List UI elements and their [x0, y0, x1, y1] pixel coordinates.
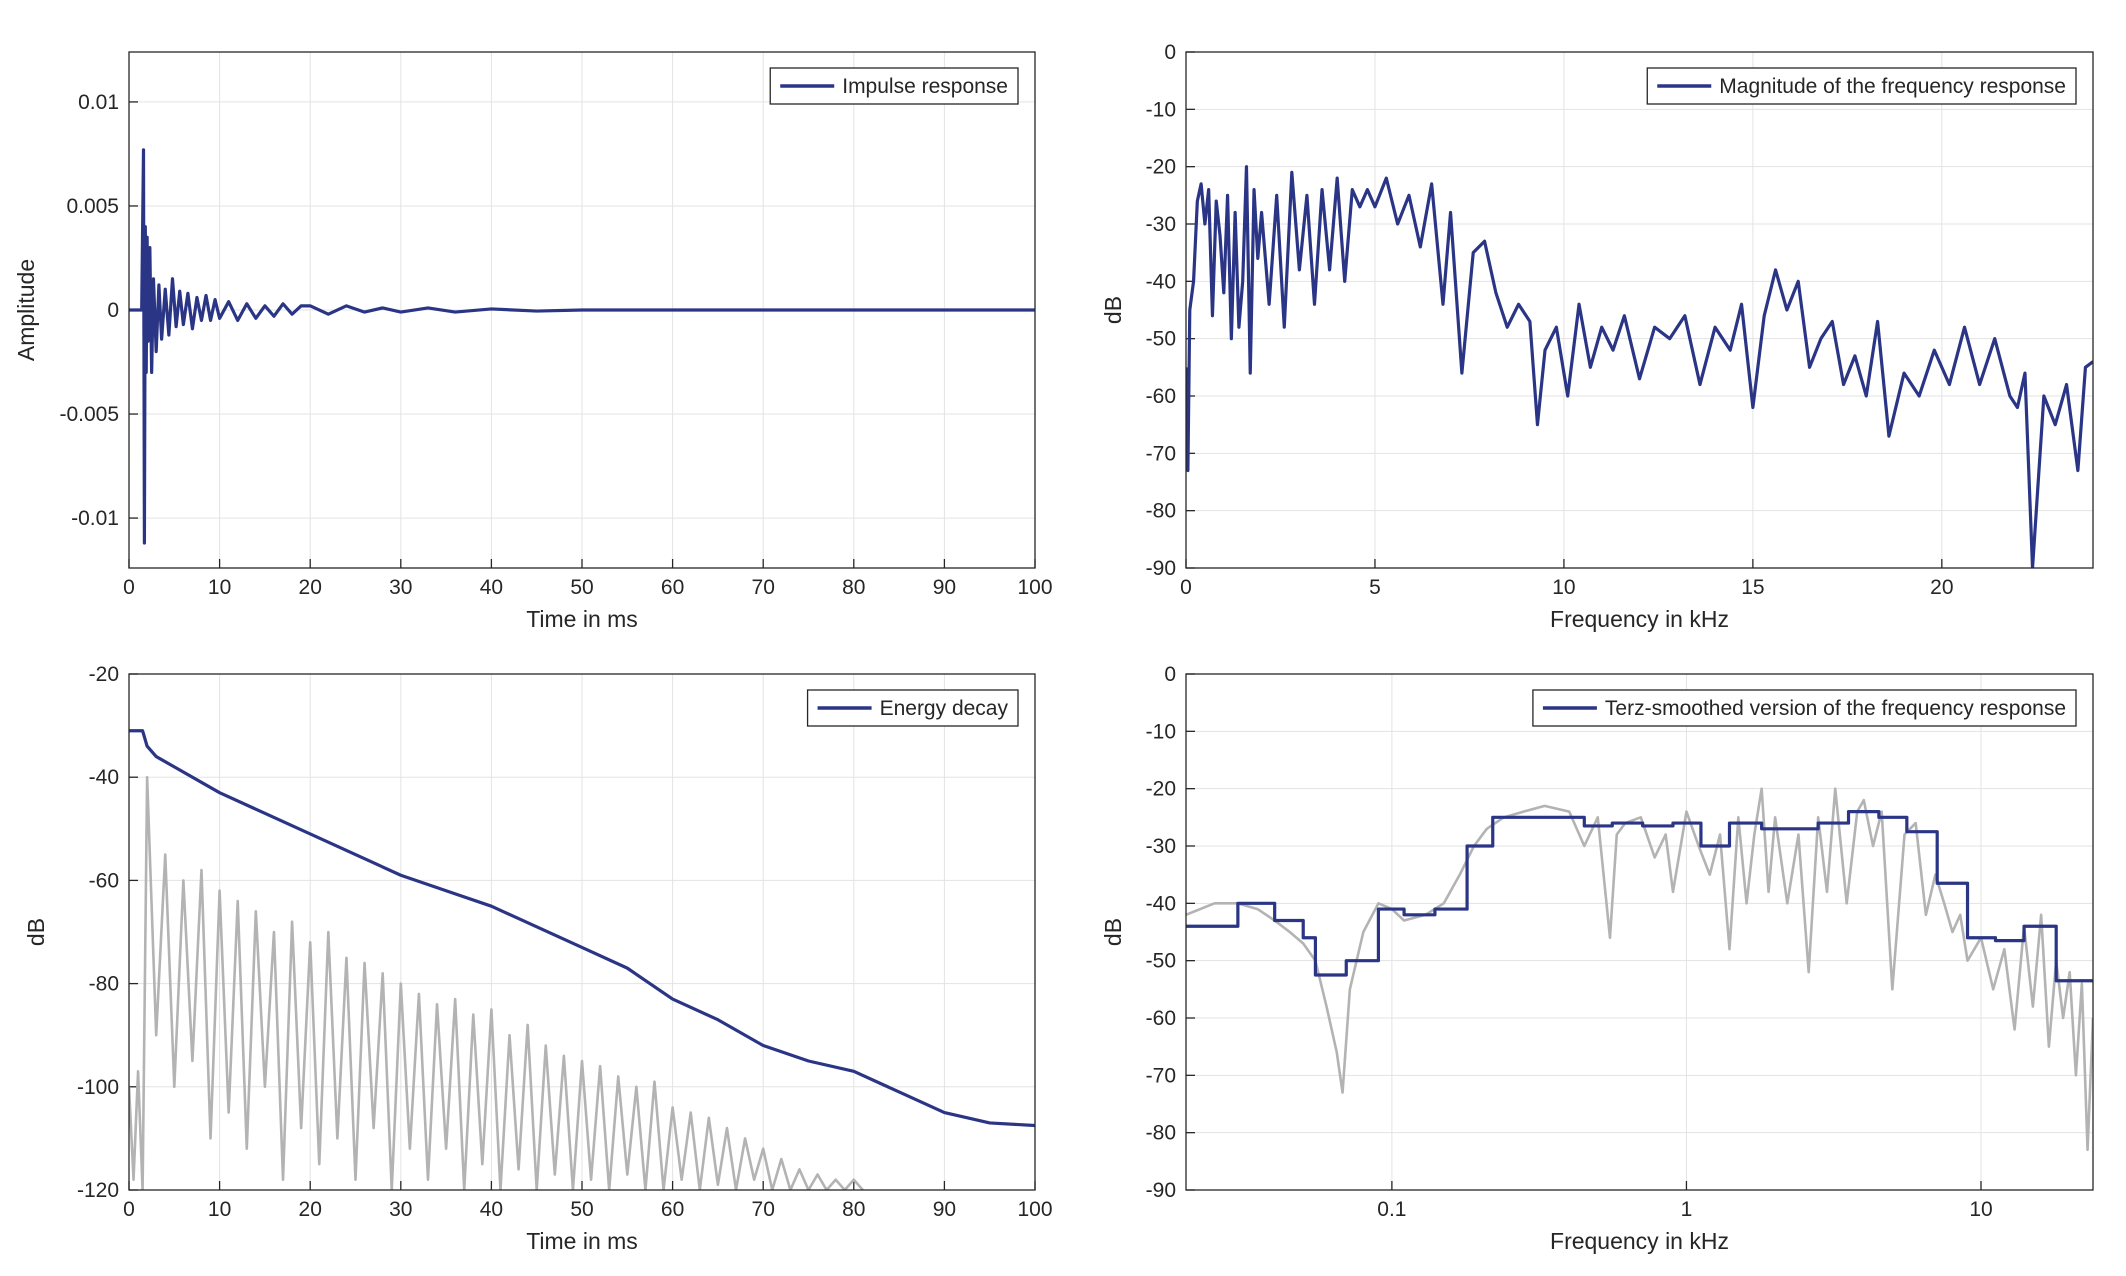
series-line — [1186, 810, 2093, 983]
x-tick-label: 40 — [480, 1198, 503, 1221]
y-tick-label: 0 — [107, 299, 119, 322]
x-tick-label: 0 — [123, 576, 135, 599]
x-axis-label: Time in ms — [526, 606, 638, 632]
y-tick-label: 0 — [1164, 41, 1176, 64]
y-tick-label: -90 — [1146, 557, 1176, 580]
x-tick-label: 60 — [661, 1198, 684, 1221]
plot-area — [1186, 674, 2093, 1190]
axes-frame — [128, 673, 1036, 1191]
x-tick-label: 80 — [842, 576, 865, 599]
y-tick-label: -70 — [1146, 1064, 1176, 1087]
legend: Energy decay — [806, 689, 1019, 727]
legend: Impulse response — [769, 67, 1019, 105]
x-tick-label: 10 — [1552, 576, 1575, 599]
x-tick-label: 50 — [570, 1198, 593, 1221]
y-tick-label: -120 — [77, 1179, 119, 1202]
x-tick-label: 100 — [1017, 576, 1052, 599]
x-tick-label: 0 — [123, 1198, 135, 1221]
y-axis-label: dB — [23, 918, 49, 946]
y-tick-label: -80 — [1146, 500, 1176, 523]
y-tick-label: -50 — [1146, 328, 1176, 351]
legend: Magnitude of the frequency response — [1646, 67, 2077, 105]
y-axis-label: dB — [1100, 296, 1126, 324]
x-tick-label: 80 — [842, 1198, 865, 1221]
legend-label: Energy decay — [880, 697, 1009, 720]
y-tick-label: -0.005 — [59, 403, 119, 426]
y-tick-label: -30 — [1146, 213, 1176, 236]
x-tick-label: 20 — [299, 576, 322, 599]
x-tick-label: 30 — [389, 1198, 412, 1221]
y-tick-label: -30 — [1146, 835, 1176, 858]
y-tick-label: -50 — [1146, 950, 1176, 973]
y-axis-label: Amplitude — [13, 259, 39, 361]
x-axis-label: Frequency in kHz — [1550, 606, 1729, 632]
legend: Terz-smoothed version of the frequency r… — [1532, 689, 2077, 727]
y-tick-label: -40 — [1146, 892, 1176, 915]
x-tick-label: 1 — [1681, 1198, 1693, 1221]
axes-frame — [1185, 673, 2094, 1191]
plot-area — [1186, 52, 2093, 568]
x-tick-label: 15 — [1741, 576, 1764, 599]
y-tick-label: 0 — [1164, 663, 1176, 686]
x-axis-label: Time in ms — [526, 1228, 638, 1254]
axes: 0 10 20 30 40 50 60 70 80 90 100 -120 -100 -80 -60 -40 -… — [23, 663, 1053, 1254]
legend-label: Terz-smoothed version of the frequency r… — [1605, 697, 2066, 720]
x-tick-label: 90 — [933, 576, 956, 599]
y-tick-label: -60 — [1146, 385, 1176, 408]
series-line — [1186, 165, 2093, 568]
series-line — [129, 729, 1035, 1128]
x-tick-label: 0 — [1180, 576, 1192, 599]
x-tick-label: 5 — [1369, 576, 1381, 599]
y-tick-label: -100 — [77, 1076, 119, 1099]
x-tick-label: 20 — [299, 1198, 322, 1221]
x-tick-label: 10 — [1969, 1198, 1992, 1221]
legend-label: Impulse response — [842, 75, 1008, 98]
x-tick-label: 70 — [752, 576, 775, 599]
y-tick-label: -70 — [1146, 442, 1176, 465]
x-tick-label: 20 — [1930, 576, 1953, 599]
y-tick-label: -40 — [1146, 270, 1176, 293]
x-axis-label: Frequency in kHz — [1550, 1228, 1729, 1254]
series-line — [129, 148, 1035, 545]
x-tick-label: 100 — [1017, 1198, 1052, 1221]
y-tick-label: -10 — [1146, 98, 1176, 121]
y-tick-label: -20 — [1146, 156, 1176, 179]
y-tick-label: -40 — [89, 766, 119, 789]
axes: 0 5 10 15 20 -90 -80 -70 -60 -50 -40 -30 -20 -10 0 Freq… — [1100, 41, 2094, 632]
legend-label: Magnitude of the frequency response — [1719, 75, 2066, 98]
axes: 0 10 20 30 40 50 60 70 80 90 100 -0.01 -0.005 0 0.005 0… — [13, 51, 1053, 632]
x-tick-label: 10 — [208, 1198, 231, 1221]
axes-frame — [1185, 51, 2094, 569]
x-tick-label: 30 — [389, 576, 412, 599]
y-tick-label: -80 — [89, 973, 119, 996]
y-tick-label: -60 — [89, 869, 119, 892]
y-tick-label: 0.01 — [78, 91, 119, 114]
x-tick-label: 60 — [661, 576, 684, 599]
axes-frame — [128, 51, 1036, 569]
y-tick-label: -60 — [1146, 1007, 1176, 1030]
y-tick-label: -20 — [89, 663, 119, 686]
series-line — [129, 775, 864, 1190]
x-tick-label: 90 — [933, 1198, 956, 1221]
y-tick-label: -0.01 — [71, 507, 119, 530]
y-axis-label: dB — [1100, 918, 1126, 946]
y-tick-label: -10 — [1146, 720, 1176, 743]
series-line — [1186, 787, 2093, 1152]
legend-box — [1646, 67, 2077, 105]
x-tick-label: 0.1 — [1377, 1198, 1406, 1221]
y-tick-label: -90 — [1146, 1179, 1176, 1202]
y-tick-label: -80 — [1146, 1122, 1176, 1145]
x-tick-label: 70 — [752, 1198, 775, 1221]
x-tick-label: 50 — [570, 576, 593, 599]
x-tick-label: 40 — [480, 576, 503, 599]
legend-box — [1532, 689, 2077, 727]
y-tick-label: 0.005 — [66, 195, 119, 218]
x-tick-label: 10 — [208, 576, 231, 599]
y-tick-label: -20 — [1146, 778, 1176, 801]
axes: 0.1 1 10 -90 -80 -70 -60 -50 -40 -30 -20 -10 0 Freque… — [1100, 663, 2094, 1254]
